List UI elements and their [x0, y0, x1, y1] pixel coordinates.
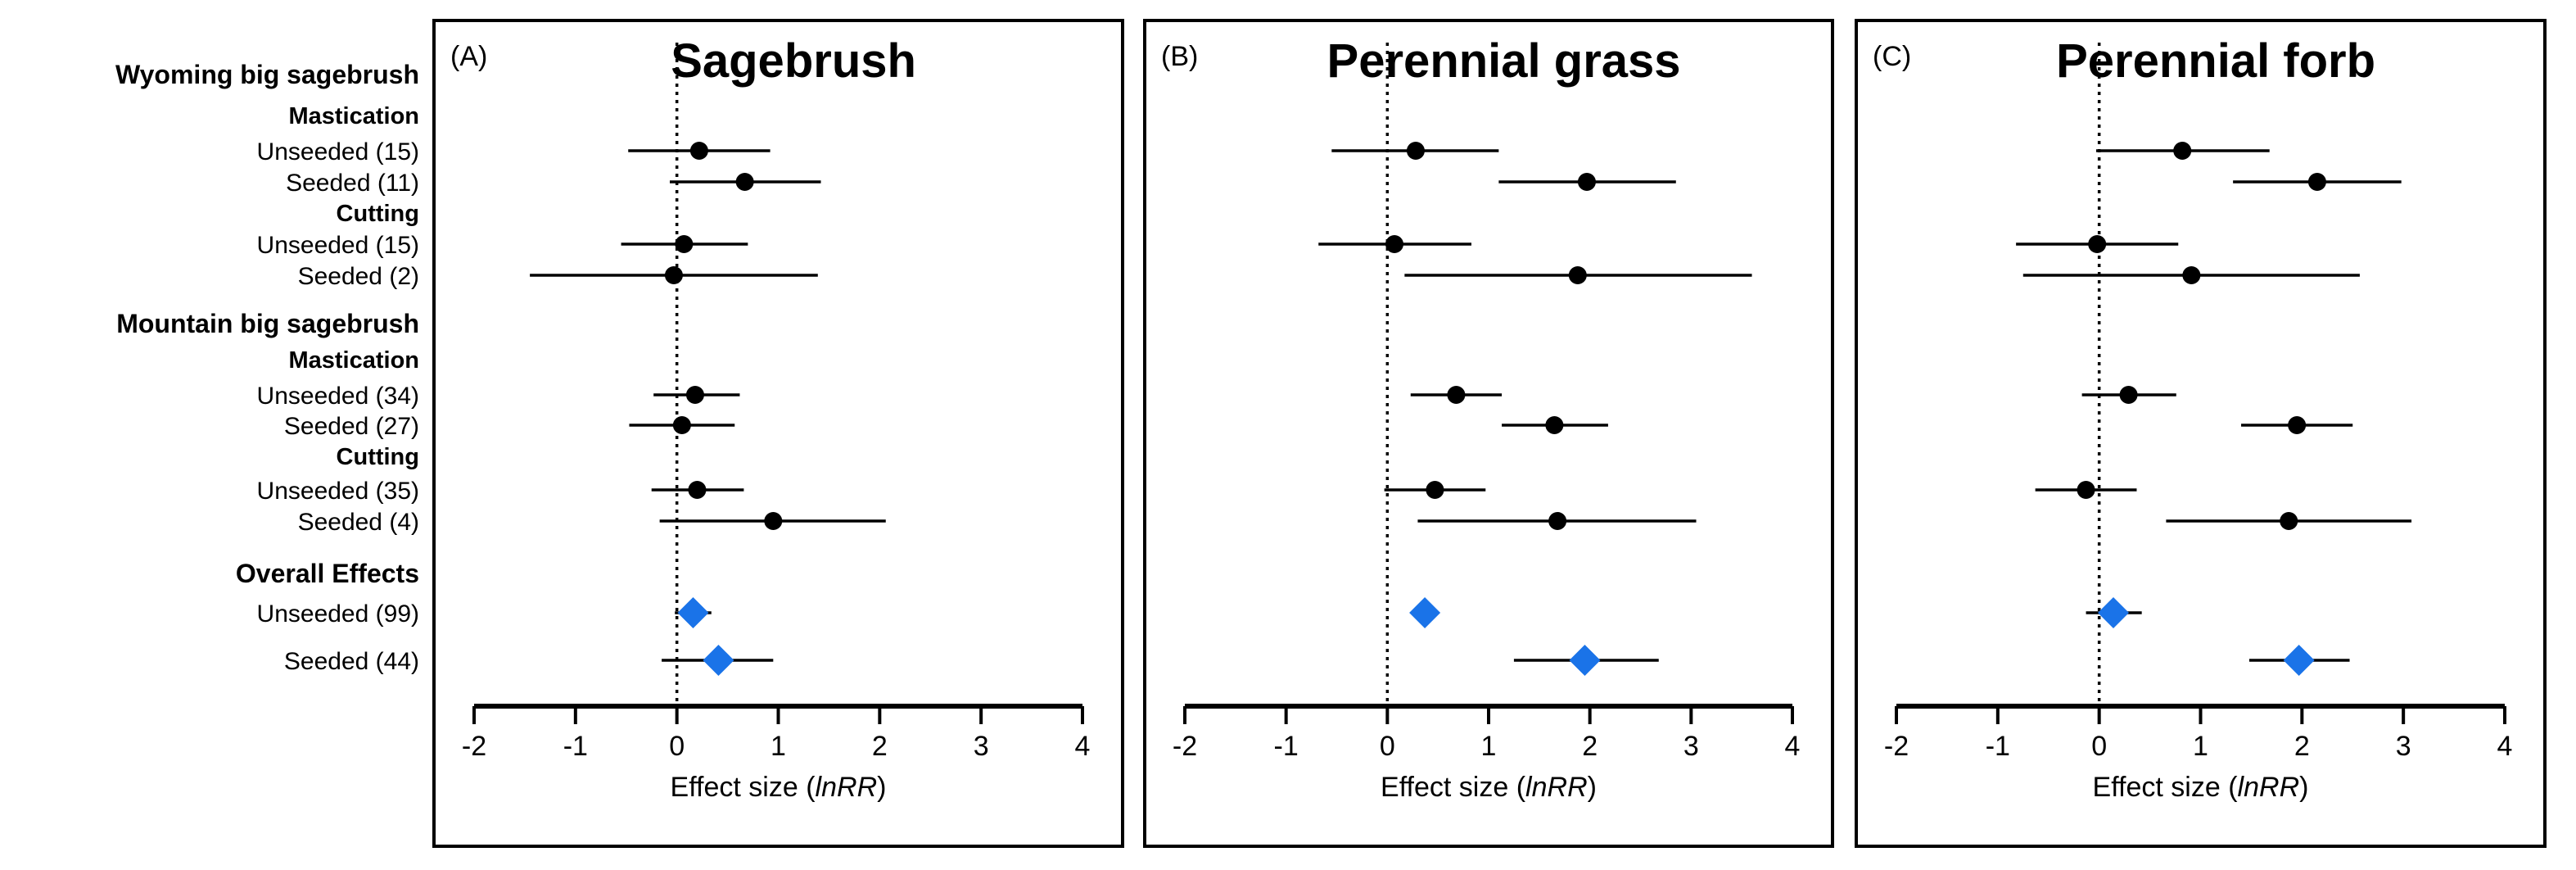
- group-label: Overall Effects: [236, 559, 419, 588]
- x-axis-label-italic: lnRR: [2238, 772, 2300, 803]
- row-label: Seeded (44): [284, 648, 419, 675]
- panel-c: (C) Perennial forb -2 -1 0 1 2 3 4 Effect size (l…: [1855, 19, 2547, 848]
- x-axis-label: Effect size (lnRR): [671, 772, 887, 803]
- effect-point: [2288, 416, 2307, 434]
- overall-effect-diamond: [677, 597, 709, 628]
- overall-effect-diamond: [703, 645, 734, 676]
- overall-effect-diamond: [2098, 597, 2130, 628]
- effect-point: [2280, 512, 2298, 530]
- row-label: Seeded (4): [298, 509, 419, 536]
- effect-point: [764, 512, 783, 530]
- effect-point: [689, 142, 708, 160]
- x-axis-label: Effect size (lnRR): [2093, 772, 2309, 803]
- subgroup-label: Cutting: [337, 201, 419, 227]
- row-label: Seeded (2): [298, 263, 419, 290]
- x-tick-label: 2: [1582, 731, 1598, 762]
- x-tick-label: 4: [1785, 731, 1801, 762]
- row-label: Unseeded (15): [257, 138, 419, 165]
- row-labels: Wyoming big sagebrush Mastication Unseeded…: [115, 60, 419, 675]
- x-tick-label: -2: [462, 731, 486, 762]
- x-tick-label: 4: [2497, 731, 2513, 762]
- effect-point: [1447, 386, 1466, 404]
- x-axis-label-prefix: Effect size (: [1381, 772, 1526, 803]
- x-tick-label: 3: [2396, 731, 2411, 762]
- effect-point: [1406, 142, 1425, 160]
- subgroup-label: Cutting: [337, 444, 419, 470]
- x-tick-label: 4: [1075, 731, 1091, 762]
- x-tick-label: 2: [2294, 731, 2310, 762]
- effect-point: [1426, 481, 1444, 499]
- x-tick-label: -1: [1274, 731, 1299, 762]
- x-tick-label: -2: [1173, 731, 1197, 762]
- x-axis-label-suffix: ): [1588, 772, 1597, 803]
- x-axis-label-suffix: ): [2299, 772, 2308, 803]
- x-axis-label-suffix: ): [877, 772, 886, 803]
- x-axis-label-italic: lnRR: [1525, 772, 1588, 803]
- group-label: Mountain big sagebrush: [116, 309, 419, 338]
- effect-point: [2173, 142, 2192, 160]
- effect-point: [2182, 266, 2201, 284]
- effect-point: [685, 386, 704, 404]
- effect-point: [2088, 235, 2107, 253]
- effect-point: [2307, 173, 2326, 191]
- x-axis-label-italic: lnRR: [816, 772, 878, 803]
- panel-title: Perennial grass: [1327, 34, 1681, 88]
- row-label: Unseeded (15): [257, 232, 419, 259]
- x-axis-label-prefix: Effect size (: [2093, 772, 2239, 803]
- x-axis-label-prefix: Effect size (: [671, 772, 816, 803]
- effect-point: [1545, 416, 1564, 434]
- effect-point: [664, 266, 683, 284]
- x-tick-label: 3: [1683, 731, 1699, 762]
- x-tick-label: 2: [872, 731, 888, 762]
- row-label: Unseeded (34): [257, 383, 419, 410]
- x-tick-label: 0: [2091, 731, 2107, 762]
- group-label: Wyoming big sagebrush: [115, 60, 419, 89]
- overall-effect-diamond: [2283, 645, 2315, 676]
- x-tick-label: 1: [771, 731, 786, 762]
- effect-point: [1548, 512, 1567, 530]
- effect-point: [2119, 386, 2138, 404]
- x-tick-label: -2: [1884, 731, 1909, 762]
- effect-point: [1385, 235, 1403, 253]
- row-label: Unseeded (35): [257, 478, 419, 505]
- row-label: Seeded (27): [284, 413, 419, 440]
- panel-letter: (A): [450, 41, 487, 72]
- panel-letter: (B): [1161, 41, 1198, 72]
- effect-point: [688, 481, 707, 499]
- effect-point: [2077, 481, 2095, 499]
- overall-effect-diamond: [1409, 597, 1441, 628]
- row-label: Unseeded (99): [257, 600, 419, 628]
- x-axis-label: Effect size (lnRR): [1381, 772, 1597, 803]
- effect-point: [1577, 173, 1596, 191]
- x-tick-label: -1: [563, 731, 588, 762]
- effect-point: [675, 235, 694, 253]
- x-tick-label: 1: [1481, 731, 1497, 762]
- x-tick-label: 3: [974, 731, 989, 762]
- panel-title: Perennial forb: [2056, 34, 2375, 88]
- panel-b: (B) Perennial grass -2 -1 0 1 2 3 4 Effect size (…: [1143, 19, 1834, 848]
- effect-point: [672, 416, 691, 434]
- panel-title: Sagebrush: [671, 34, 916, 88]
- effect-point: [1568, 266, 1587, 284]
- panel-letter: (C): [1873, 41, 1911, 72]
- panel-a: (A) Sagebrush -2 -1 0 1 2 3 4 Effect size (lnRR): [432, 19, 1124, 848]
- overall-effect-diamond: [1569, 645, 1601, 676]
- x-tick-label: 0: [669, 731, 685, 762]
- x-tick-label: 0: [1380, 731, 1395, 762]
- row-label: Seeded (11): [286, 170, 419, 197]
- x-tick-label: -1: [1986, 731, 2010, 762]
- effect-point: [735, 173, 754, 191]
- subgroup-label: Mastication: [288, 103, 419, 129]
- subgroup-label: Mastication: [288, 347, 419, 374]
- x-tick-label: 1: [2193, 731, 2208, 762]
